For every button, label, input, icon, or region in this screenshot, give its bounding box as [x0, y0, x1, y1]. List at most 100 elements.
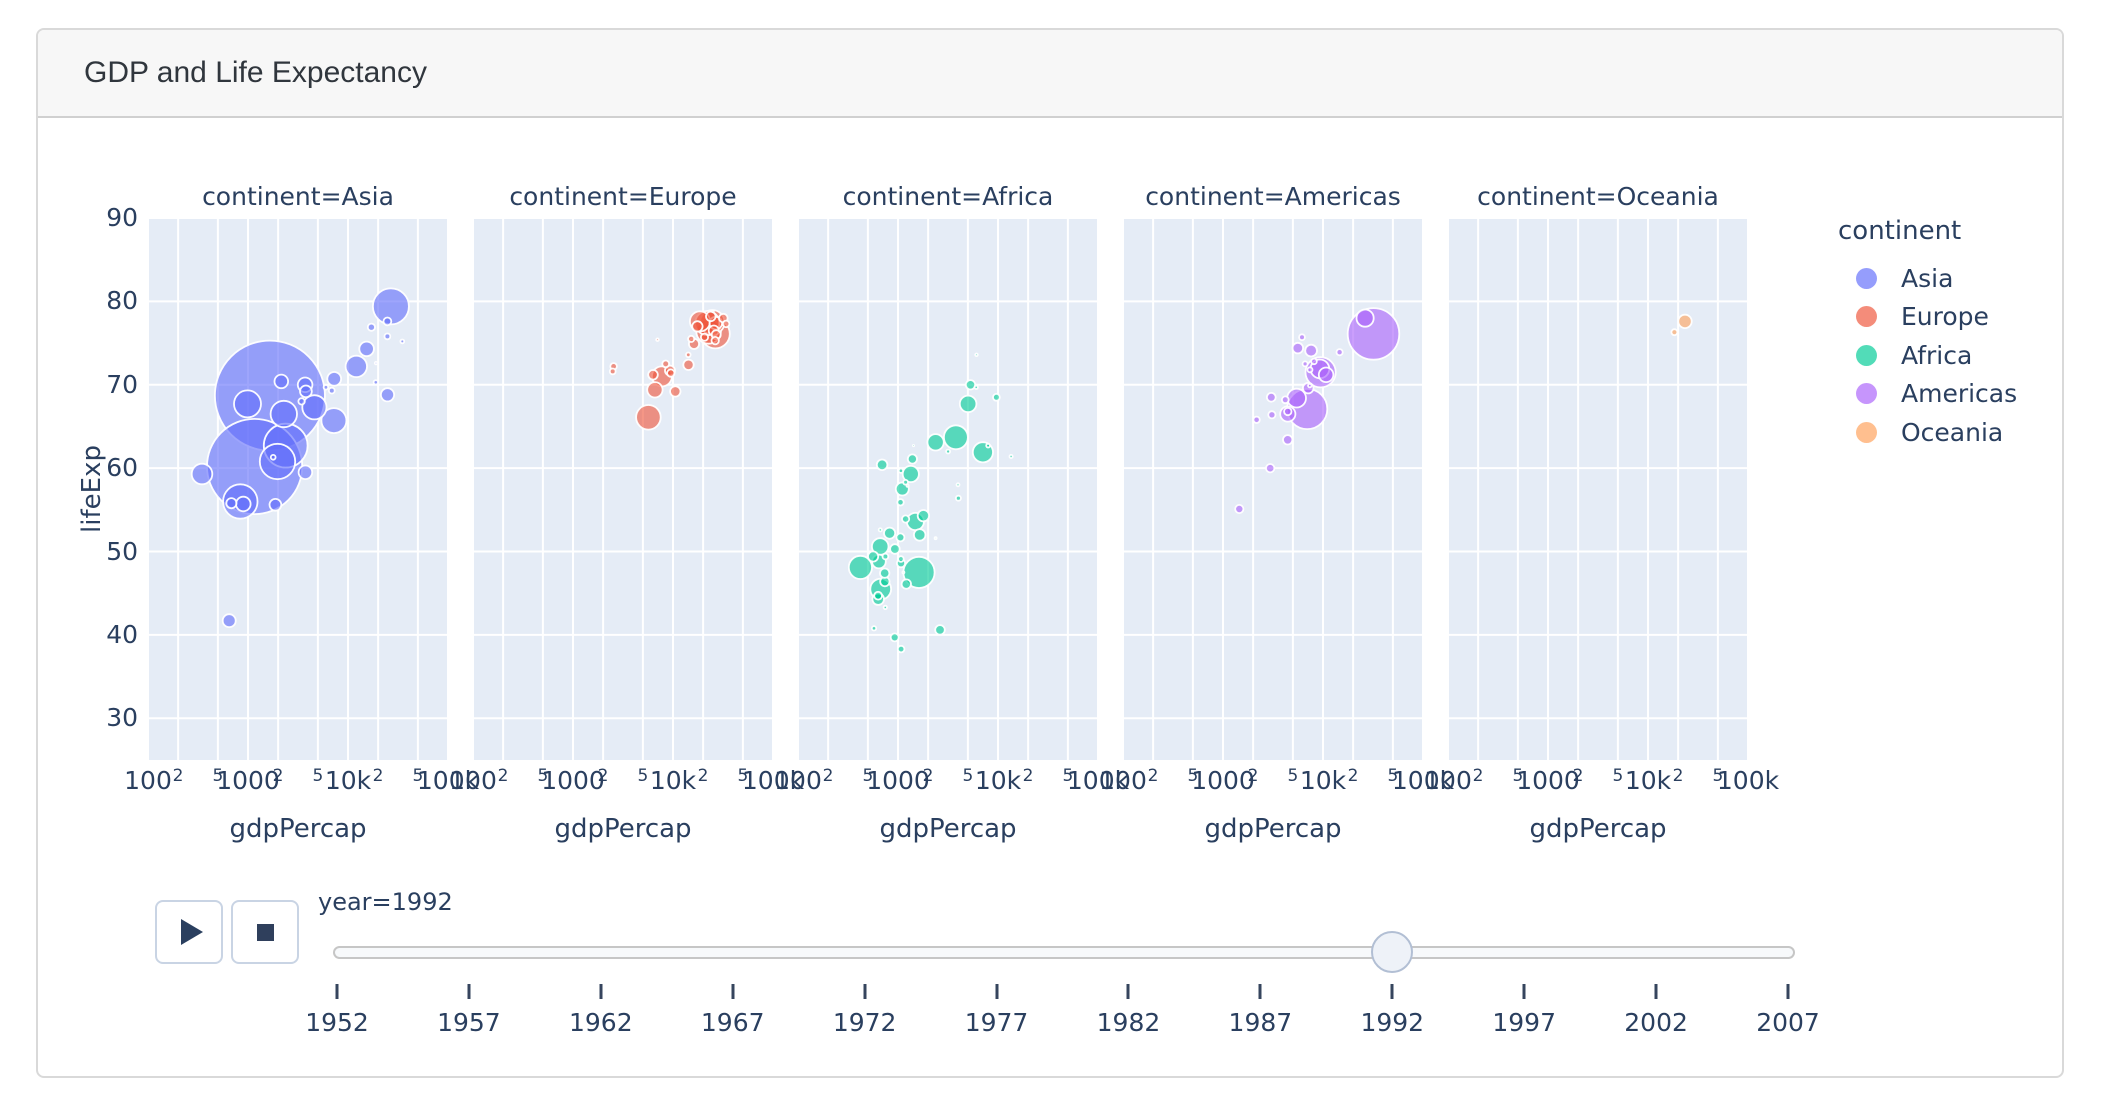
bubble-africa[interactable]	[882, 604, 888, 610]
slider-year-label-1982[interactable]: 1982	[1096, 1008, 1161, 1037]
bubble-africa[interactable]	[992, 393, 1001, 402]
bubble-africa[interactable]	[945, 448, 952, 455]
bubble-africa[interactable]	[877, 527, 883, 533]
bubble-africa[interactable]	[926, 433, 945, 452]
bubble-africa[interactable]	[901, 464, 920, 483]
bubble-africa[interactable]	[879, 567, 891, 579]
legend-item-oceania[interactable]: Oceania	[1856, 417, 2003, 447]
bubble-asia[interactable]	[383, 332, 392, 341]
bubble-africa[interactable]	[881, 552, 890, 561]
bubble-europe[interactable]	[687, 334, 696, 343]
year-slider-handle[interactable]	[1371, 931, 1414, 973]
bubble-africa[interactable]	[974, 352, 979, 357]
bubble-americas[interactable]	[1252, 415, 1261, 424]
bubble-africa[interactable]	[955, 482, 961, 488]
bubble-oceania[interactable]	[1677, 313, 1693, 330]
bubble-africa[interactable]	[973, 384, 979, 390]
slider-year-label-2002[interactable]: 2002	[1624, 1008, 1688, 1037]
bubble-americas[interactable]	[1317, 366, 1335, 384]
bubble-africa[interactable]	[964, 379, 977, 391]
bubble-africa[interactable]	[933, 536, 938, 541]
bubble-asia[interactable]	[372, 379, 379, 386]
bubble-americas[interactable]	[1291, 341, 1305, 355]
facet-plot-americas[interactable]	[1123, 218, 1423, 760]
slider-year-label-2007[interactable]: 2007	[1756, 1008, 1820, 1037]
year-slider-track[interactable]	[333, 946, 1795, 959]
bubble-europe[interactable]	[710, 336, 720, 346]
bubble-asia[interactable]	[320, 407, 348, 435]
bubble-asia[interactable]	[382, 316, 393, 327]
bubble-asia[interactable]	[221, 613, 237, 629]
bubble-americas[interactable]	[1307, 382, 1313, 389]
bubble-africa[interactable]	[905, 483, 910, 488]
facet-plot-asia[interactable]	[148, 218, 448, 760]
bubble-americas[interactable]	[1355, 308, 1375, 328]
bubble-europe[interactable]	[655, 337, 660, 342]
bubble-africa[interactable]	[875, 458, 889, 472]
legend-item-europe[interactable]: Europe	[1856, 302, 1989, 332]
bubble-africa[interactable]	[958, 394, 978, 414]
bubble-africa[interactable]	[896, 498, 905, 507]
bubble-asia[interactable]	[373, 361, 379, 366]
bubble-africa[interactable]	[900, 578, 912, 590]
bubble-africa[interactable]	[901, 514, 911, 524]
bubble-asia[interactable]	[235, 495, 252, 513]
slider-year-label-1972[interactable]: 1972	[832, 1008, 897, 1037]
bubble-europe[interactable]	[608, 367, 617, 376]
slider-year-label-1977[interactable]: 1977	[964, 1008, 1029, 1037]
bubble-europe[interactable]	[682, 358, 695, 371]
slider-year-label-1997[interactable]: 1997	[1492, 1008, 1556, 1037]
bubble-africa[interactable]	[897, 555, 905, 563]
bubble-asia[interactable]	[258, 442, 297, 481]
bubble-americas[interactable]	[1265, 463, 1276, 474]
bubble-africa[interactable]	[902, 478, 909, 486]
bubble-europe[interactable]	[705, 310, 717, 323]
bubble-africa[interactable]	[1008, 453, 1014, 459]
legend-item-asia[interactable]: Asia	[1856, 263, 1953, 293]
play-button[interactable]	[155, 900, 223, 964]
bubble-asia[interactable]	[269, 399, 298, 429]
bubble-asia[interactable]	[379, 387, 395, 403]
bubble-africa[interactable]	[867, 550, 880, 563]
bubble-americas[interactable]	[1335, 348, 1344, 357]
bubble-africa[interactable]	[896, 644, 906, 654]
bubble-europe[interactable]	[647, 369, 659, 381]
bubble-americas[interactable]	[1283, 406, 1293, 417]
bubble-africa[interactable]	[889, 543, 901, 555]
bubble-asia[interactable]	[366, 322, 376, 332]
bubble-americas[interactable]	[1266, 392, 1277, 403]
bubble-americas[interactable]	[1298, 333, 1306, 341]
bubble-americas[interactable]	[1267, 410, 1277, 420]
bubble-asia[interactable]	[273, 373, 290, 390]
bubble-americas[interactable]	[1301, 360, 1309, 368]
bubble-oceania[interactable]	[1670, 328, 1679, 337]
bubble-europe[interactable]	[691, 320, 704, 333]
stop-button[interactable]	[231, 900, 299, 964]
bubble-americas[interactable]	[1306, 366, 1314, 374]
bubble-africa[interactable]	[916, 509, 931, 523]
bubble-americas[interactable]	[1281, 395, 1290, 405]
bubble-africa[interactable]	[870, 625, 878, 632]
bubble-africa[interactable]	[897, 467, 905, 474]
bubble-asia[interactable]	[233, 389, 262, 419]
bubble-asia[interactable]	[326, 371, 343, 387]
slider-year-label-1952[interactable]: 1952	[305, 1008, 369, 1037]
bubble-europe[interactable]	[721, 319, 731, 329]
bubble-africa[interactable]	[873, 590, 883, 601]
bubble-europe[interactable]	[685, 351, 692, 358]
bubble-africa[interactable]	[942, 424, 969, 451]
legend-item-africa[interactable]: Africa	[1856, 340, 1972, 370]
bubble-asia[interactable]	[225, 497, 238, 510]
bubble-asia[interactable]	[399, 338, 406, 345]
slider-year-label-1967[interactable]: 1967	[700, 1008, 765, 1037]
bubble-europe[interactable]	[666, 368, 676, 378]
bubble-africa[interactable]	[889, 632, 900, 643]
bubble-africa[interactable]	[883, 526, 897, 540]
bubble-asia[interactable]	[190, 462, 214, 486]
bubble-africa[interactable]	[954, 494, 962, 502]
bubble-asia[interactable]	[358, 340, 375, 358]
bubble-asia[interactable]	[328, 386, 336, 395]
bubble-africa[interactable]	[894, 481, 910, 497]
bubble-europe[interactable]	[646, 381, 664, 399]
bubble-europe[interactable]	[661, 359, 671, 369]
